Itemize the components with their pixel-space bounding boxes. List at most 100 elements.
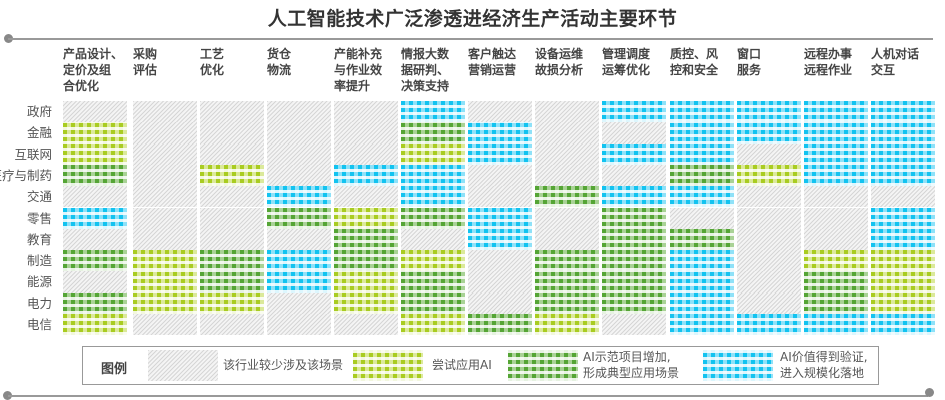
heatmap-cell — [133, 101, 197, 123]
row-label: 政府 — [26, 104, 52, 119]
heatmap-cell — [267, 101, 331, 123]
row-label: 制造 — [26, 253, 52, 269]
heatmap-cell — [468, 207, 532, 229]
heatmap-cell — [267, 122, 331, 144]
heatmap-cell — [804, 292, 868, 314]
heatmap-cell — [334, 164, 398, 187]
heatmap-cell — [737, 292, 801, 314]
heatmap-cell — [871, 292, 935, 314]
heatmap-cell — [63, 250, 127, 272]
heatmap-cell — [737, 228, 801, 251]
column-header: 质控、风 控和安全 — [670, 47, 719, 77]
heatmap-cell — [267, 186, 331, 208]
heatmap-cell — [133, 186, 197, 208]
heatmap-cell — [535, 164, 599, 187]
column-header: 产品设计、 定价及组 合优化 — [63, 47, 124, 93]
heatmap-cell — [737, 122, 801, 144]
heatmap-cell — [401, 143, 465, 165]
heatmap-cell — [63, 143, 127, 165]
heatmap-cell — [670, 250, 734, 272]
heatmap-cell — [401, 250, 465, 272]
row-label: 交通 — [26, 189, 52, 205]
heatmap-cell — [871, 250, 935, 272]
heatmap-cell — [200, 186, 264, 208]
line-end-dot — [925, 388, 934, 397]
heatmap-cell — [267, 314, 331, 336]
heatmap-cell — [737, 186, 801, 208]
legend-label-0: 该行业较少涉及该场景 — [223, 358, 344, 372]
heatmap-cell — [267, 271, 331, 293]
legend: 图例 该行业较少涉及该场景 尝试应用AI AI示范项目增加, 形成典型应用场景 … — [82, 346, 879, 385]
heatmap-cell — [63, 101, 127, 123]
column-header: 采购 评估 — [133, 47, 158, 77]
heatmap-cell — [200, 228, 264, 251]
row-label: 医疗与制药 — [0, 167, 52, 183]
heatmap-cell — [200, 314, 264, 336]
heatmap-cell — [535, 122, 599, 144]
heatmap-cell — [871, 186, 935, 208]
bottom-divider — [8, 395, 928, 397]
heatmap-cell — [670, 228, 734, 251]
legend-title: 图例 — [101, 362, 128, 377]
heatmap-cell — [334, 292, 398, 314]
heatmap-cell — [535, 143, 599, 165]
heatmap-cell — [602, 314, 666, 336]
heatmap-cell — [535, 228, 599, 251]
heatmap-cell — [63, 228, 127, 251]
heatmap-cell — [334, 314, 398, 336]
row-label: 零售 — [26, 210, 52, 226]
heatmap-cell — [804, 228, 868, 251]
row-label: 能源 — [26, 274, 52, 290]
heatmap-cell — [670, 314, 734, 336]
row-label: 金融 — [26, 125, 52, 141]
heatmap-cell — [401, 314, 465, 336]
heatmap-cell — [602, 228, 666, 251]
line-end-dot — [3, 391, 12, 400]
heatmap-cell — [468, 271, 532, 293]
heatmap-cell — [200, 292, 264, 314]
heatmap-cell — [267, 164, 331, 187]
column-header: 客户触达 营销运营 — [468, 47, 517, 77]
heatmap-cell — [267, 228, 331, 251]
heatmap-cell — [468, 143, 532, 165]
heatmap-cell — [63, 271, 127, 293]
heatmap-cell — [670, 207, 734, 229]
heatmap-cell — [200, 164, 264, 187]
heatmap-cell — [133, 207, 197, 229]
legend-swatch-3 — [703, 350, 773, 381]
heatmap-cell — [63, 292, 127, 314]
heatmap-cell — [602, 292, 666, 314]
heatmap-cell — [468, 314, 532, 336]
heatmap-cell — [871, 207, 935, 229]
row-label: 电信 — [26, 317, 52, 332]
column-header: 管理调度 运筹优化 — [602, 47, 651, 77]
heatmap-cell — [535, 292, 599, 314]
heatmap-cell — [468, 292, 532, 314]
heatmap-cell — [200, 143, 264, 165]
heatmap-cell — [535, 314, 599, 336]
heatmap-cell — [200, 101, 264, 123]
heatmap-cell — [63, 207, 127, 229]
heatmap-cell — [602, 101, 666, 123]
row-label: 教育 — [26, 231, 52, 247]
heatmap-cell — [63, 164, 127, 187]
heatmap-cell — [133, 143, 197, 165]
heatmap-cell — [200, 271, 264, 293]
heatmap-cell — [535, 101, 599, 123]
heatmap-cell — [401, 292, 465, 314]
column-header: 情报大数 据研判、 决策支持 — [401, 47, 450, 93]
heatmap-cell — [267, 143, 331, 165]
column-header: 人机对话 交互 — [871, 47, 920, 77]
heatmap-cell — [535, 250, 599, 272]
heatmap-cell — [535, 271, 599, 293]
heatmap-cell — [535, 207, 599, 229]
legend-swatch-0 — [148, 350, 218, 381]
heatmap-cell — [401, 122, 465, 144]
column-header: 窗口 服务 — [737, 47, 762, 77]
heatmap-cell — [133, 314, 197, 336]
heatmap-cell — [602, 207, 666, 229]
heatmap-cell — [334, 250, 398, 272]
column-header: 工艺 优化 — [200, 47, 225, 77]
heatmap-cell — [468, 164, 532, 187]
heatmap-cell — [871, 271, 935, 293]
